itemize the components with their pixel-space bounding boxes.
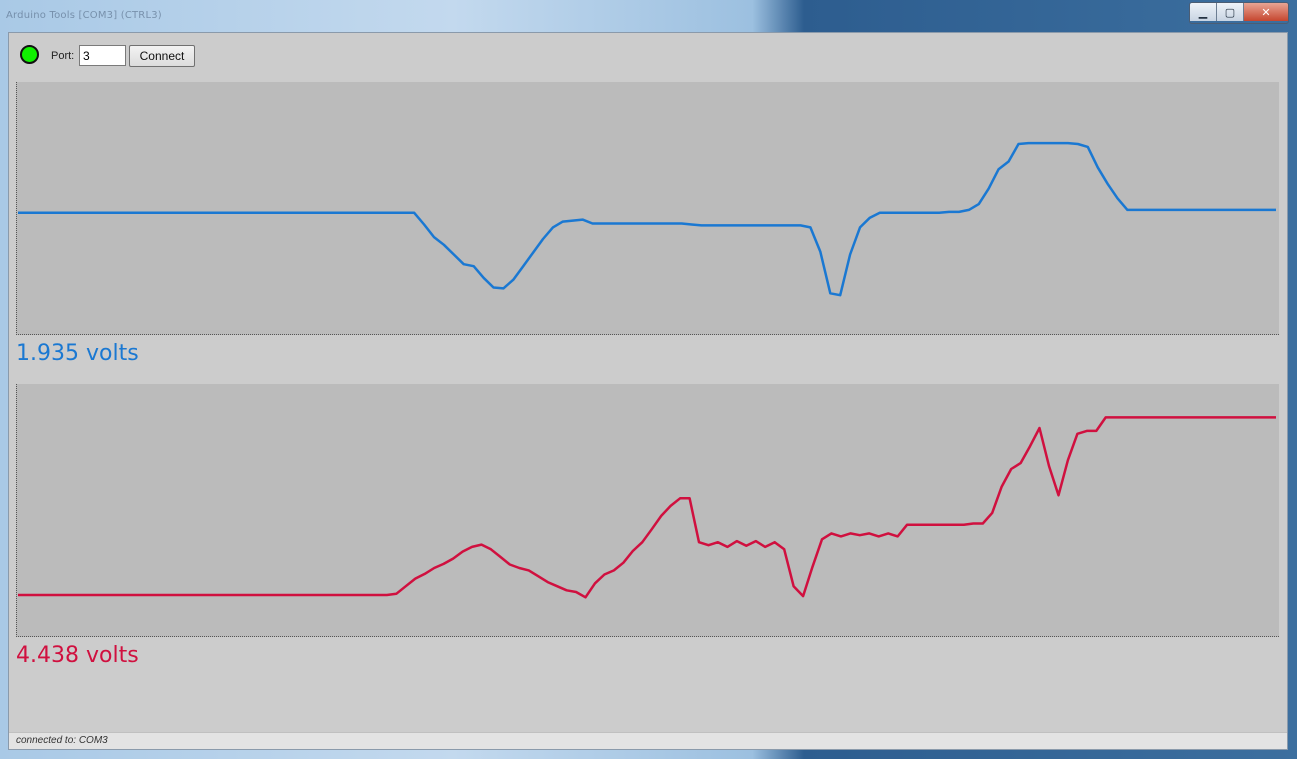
status-text: connected to: COM3 — [16, 735, 108, 746]
window-title: Arduino Tools [COM3] (CTRL3) — [6, 10, 162, 21]
minimize-button[interactable]: ▁ — [1190, 3, 1217, 21]
voltage-chart-channel-1 — [18, 141, 1276, 297]
status-bar: connected to: COM3 — [9, 732, 1287, 749]
voltage-line-channel-2 — [18, 416, 1276, 599]
window-controls: ▁ ▢ ✕ — [1189, 2, 1289, 24]
client-area: Port: Connect 1.935 volts 4.438 volts co… — [8, 32, 1288, 750]
voltage-plot-channel-2 — [16, 384, 1279, 637]
port-input[interactable] — [79, 45, 126, 66]
maximize-button[interactable]: ▢ — [1217, 3, 1244, 21]
voltage-line-channel-1 — [18, 141, 1276, 297]
voltage-readout-channel-2: 4.438 volts — [16, 643, 139, 668]
close-button[interactable]: ✕ — [1244, 3, 1288, 21]
voltage-chart-channel-2 — [18, 416, 1276, 599]
connection-status-led-icon — [20, 45, 39, 64]
connect-button[interactable]: Connect — [129, 45, 195, 67]
voltage-readout-channel-1: 1.935 volts — [16, 341, 139, 366]
port-label: Port: — [51, 50, 75, 62]
voltage-plot-channel-1 — [16, 82, 1279, 335]
title-bar[interactable]: Arduino Tools [COM3] (CTRL3) ▁ ▢ ✕ — [0, 0, 1297, 32]
